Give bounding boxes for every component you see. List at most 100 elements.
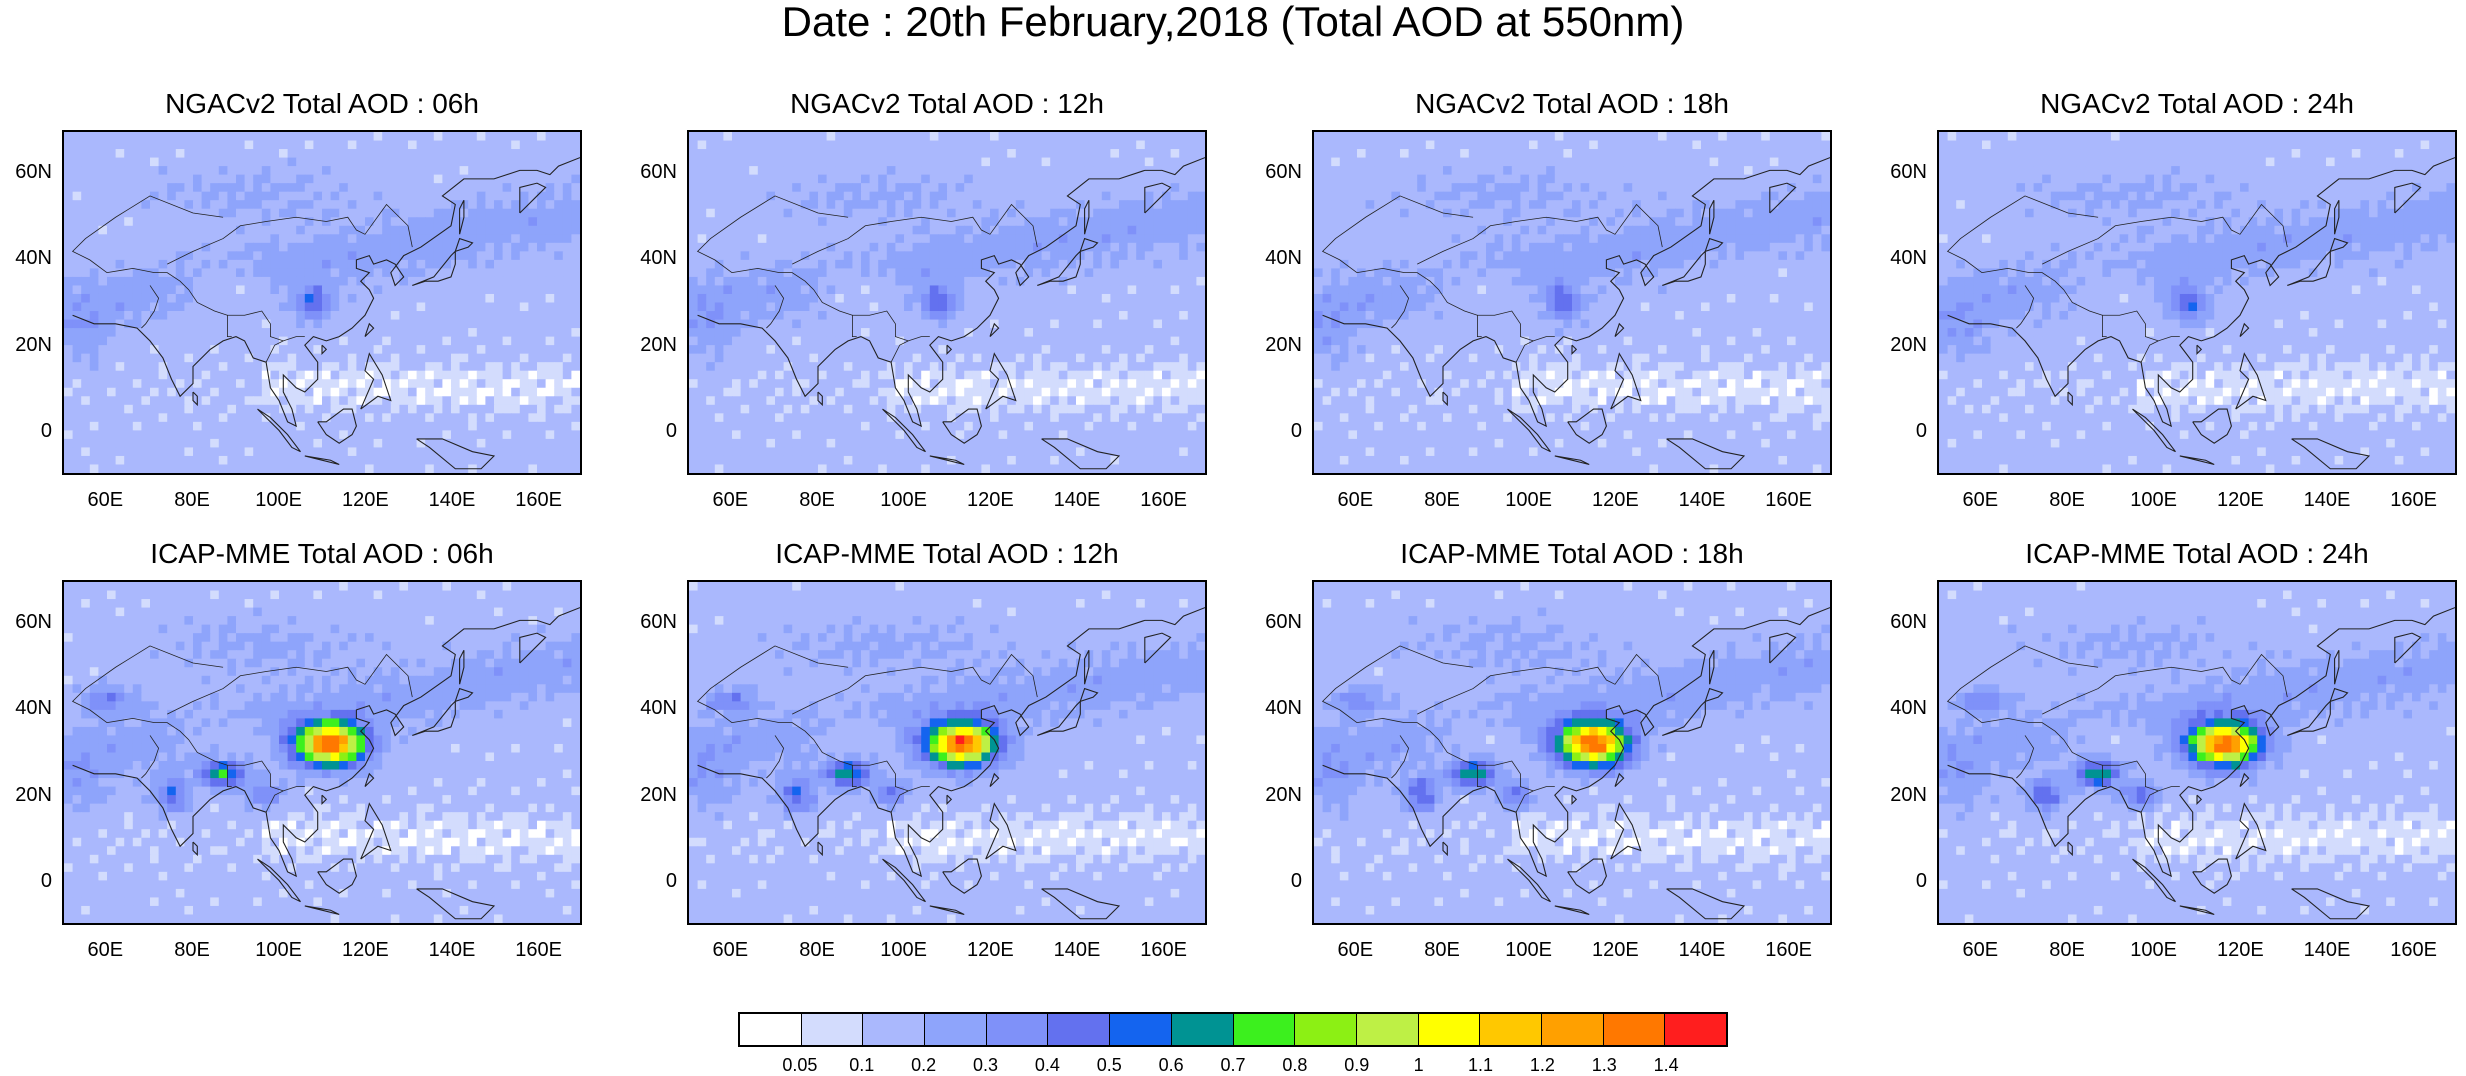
lat-tick-label: 20N bbox=[627, 784, 677, 807]
lon-tick-label: 160E bbox=[509, 939, 569, 962]
colorbar-tick-label: 0.7 bbox=[1203, 1055, 1263, 1076]
lat-tick-label: 0 bbox=[1252, 870, 1302, 893]
lat-tick-label: 0 bbox=[627, 870, 677, 893]
aod-map bbox=[62, 580, 582, 925]
lat-tick-label: 0 bbox=[1877, 870, 1927, 893]
lon-tick-label: 120E bbox=[335, 489, 395, 512]
colorbar-tick-label: 0.4 bbox=[1017, 1055, 1077, 1076]
lon-tick-label: 140E bbox=[422, 489, 482, 512]
colorbar-tick-label: 0.3 bbox=[956, 1055, 1016, 1076]
lat-tick-label: 60N bbox=[2, 611, 52, 634]
lat-tick-label: 40N bbox=[2, 247, 52, 270]
lon-tick-label: 80E bbox=[1412, 489, 1472, 512]
lat-tick-label: 20N bbox=[1877, 334, 1927, 357]
lat-tick-label: 20N bbox=[2, 784, 52, 807]
lon-tick-label: 120E bbox=[960, 939, 1020, 962]
lon-tick-label: 120E bbox=[2210, 939, 2270, 962]
colorbar-tick-label: 0.05 bbox=[770, 1055, 830, 1076]
lon-tick-label: 120E bbox=[1585, 939, 1645, 962]
aod-field bbox=[1939, 132, 2455, 473]
lon-tick-label: 120E bbox=[1585, 489, 1645, 512]
lat-tick-label: 20N bbox=[1252, 334, 1302, 357]
panel-title: NGACv2 Total AOD : 24h bbox=[1937, 88, 2457, 120]
lon-tick-label: 140E bbox=[1672, 489, 1732, 512]
lon-tick-label: 160E bbox=[2384, 939, 2444, 962]
lon-tick-label: 60E bbox=[75, 939, 135, 962]
lat-tick-label: 40N bbox=[627, 247, 677, 270]
lon-tick-label: 60E bbox=[75, 489, 135, 512]
lat-tick-label: 20N bbox=[2, 334, 52, 357]
lon-tick-label: 100E bbox=[1499, 489, 1559, 512]
lat-tick-label: 20N bbox=[627, 334, 677, 357]
lon-tick-label: 160E bbox=[1759, 939, 1819, 962]
lon-tick-label: 100E bbox=[249, 489, 309, 512]
aod-field bbox=[1314, 582, 1830, 923]
colorbar-tick-label: 1.2 bbox=[1512, 1055, 1572, 1076]
lon-tick-label: 60E bbox=[1950, 489, 2010, 512]
lon-tick-label: 140E bbox=[1672, 939, 1732, 962]
lon-tick-label: 160E bbox=[1134, 939, 1194, 962]
colorbar-swatch bbox=[1295, 1014, 1357, 1045]
lat-tick-label: 40N bbox=[627, 697, 677, 720]
colorbar-swatch bbox=[1172, 1014, 1234, 1045]
lat-tick-label: 20N bbox=[1252, 784, 1302, 807]
lat-tick-label: 60N bbox=[1252, 611, 1302, 634]
lon-tick-label: 80E bbox=[787, 489, 847, 512]
colorbar-swatch bbox=[1419, 1014, 1481, 1045]
lon-tick-label: 160E bbox=[1759, 489, 1819, 512]
panel-title: ICAP-MME Total AOD : 06h bbox=[62, 538, 582, 570]
lon-tick-label: 140E bbox=[2297, 489, 2357, 512]
colorbar-tick-label: 0.2 bbox=[894, 1055, 954, 1076]
aod-map bbox=[1312, 130, 1832, 475]
lon-tick-label: 60E bbox=[700, 939, 760, 962]
colorbar-swatch bbox=[1048, 1014, 1110, 1045]
figure-title: Date : 20th February,2018 (Total AOD at … bbox=[0, 0, 2466, 44]
colorbar-swatch bbox=[1604, 1014, 1666, 1045]
colorbar-tick-label: 1.4 bbox=[1636, 1055, 1696, 1076]
aod-field bbox=[1939, 582, 2455, 923]
lon-tick-label: 80E bbox=[2037, 939, 2097, 962]
lat-tick-label: 0 bbox=[1252, 420, 1302, 443]
colorbar-tick-label: 0.5 bbox=[1079, 1055, 1139, 1076]
panel-title: NGACv2 Total AOD : 18h bbox=[1312, 88, 1832, 120]
panel-title: ICAP-MME Total AOD : 24h bbox=[1937, 538, 2457, 570]
lon-tick-label: 160E bbox=[509, 489, 569, 512]
colorbar-swatch bbox=[1234, 1014, 1296, 1045]
lat-tick-label: 20N bbox=[1877, 784, 1927, 807]
lon-tick-label: 80E bbox=[787, 939, 847, 962]
aod-field bbox=[64, 582, 580, 923]
aod-map bbox=[1312, 580, 1832, 925]
lat-tick-label: 0 bbox=[627, 420, 677, 443]
lon-tick-label: 140E bbox=[1047, 939, 1107, 962]
lon-tick-label: 60E bbox=[1325, 939, 1385, 962]
lon-tick-label: 80E bbox=[162, 939, 222, 962]
lat-tick-label: 60N bbox=[2, 161, 52, 184]
colorbar-swatch bbox=[1665, 1014, 1726, 1045]
aod-map bbox=[687, 130, 1207, 475]
colorbar-tick-label: 0.9 bbox=[1327, 1055, 1387, 1076]
lat-tick-label: 60N bbox=[1877, 611, 1927, 634]
aod-colorbar bbox=[738, 1012, 1728, 1047]
lat-tick-label: 60N bbox=[627, 611, 677, 634]
lat-tick-label: 40N bbox=[1877, 247, 1927, 270]
lon-tick-label: 60E bbox=[1950, 939, 2010, 962]
lon-tick-label: 80E bbox=[1412, 939, 1472, 962]
colorbar-swatch bbox=[1110, 1014, 1172, 1045]
lon-tick-label: 100E bbox=[2124, 489, 2184, 512]
aod-map bbox=[1937, 130, 2457, 475]
panel-title: NGACv2 Total AOD : 12h bbox=[687, 88, 1207, 120]
colorbar-tick-label: 0.6 bbox=[1141, 1055, 1201, 1076]
lat-tick-label: 40N bbox=[1877, 697, 1927, 720]
aod-field bbox=[64, 132, 580, 473]
lat-tick-label: 60N bbox=[1252, 161, 1302, 184]
aod-map bbox=[687, 580, 1207, 925]
colorbar-tick-label: 1.1 bbox=[1451, 1055, 1511, 1076]
aod-field bbox=[1314, 132, 1830, 473]
lon-tick-label: 80E bbox=[2037, 489, 2097, 512]
lon-tick-label: 120E bbox=[960, 489, 1020, 512]
